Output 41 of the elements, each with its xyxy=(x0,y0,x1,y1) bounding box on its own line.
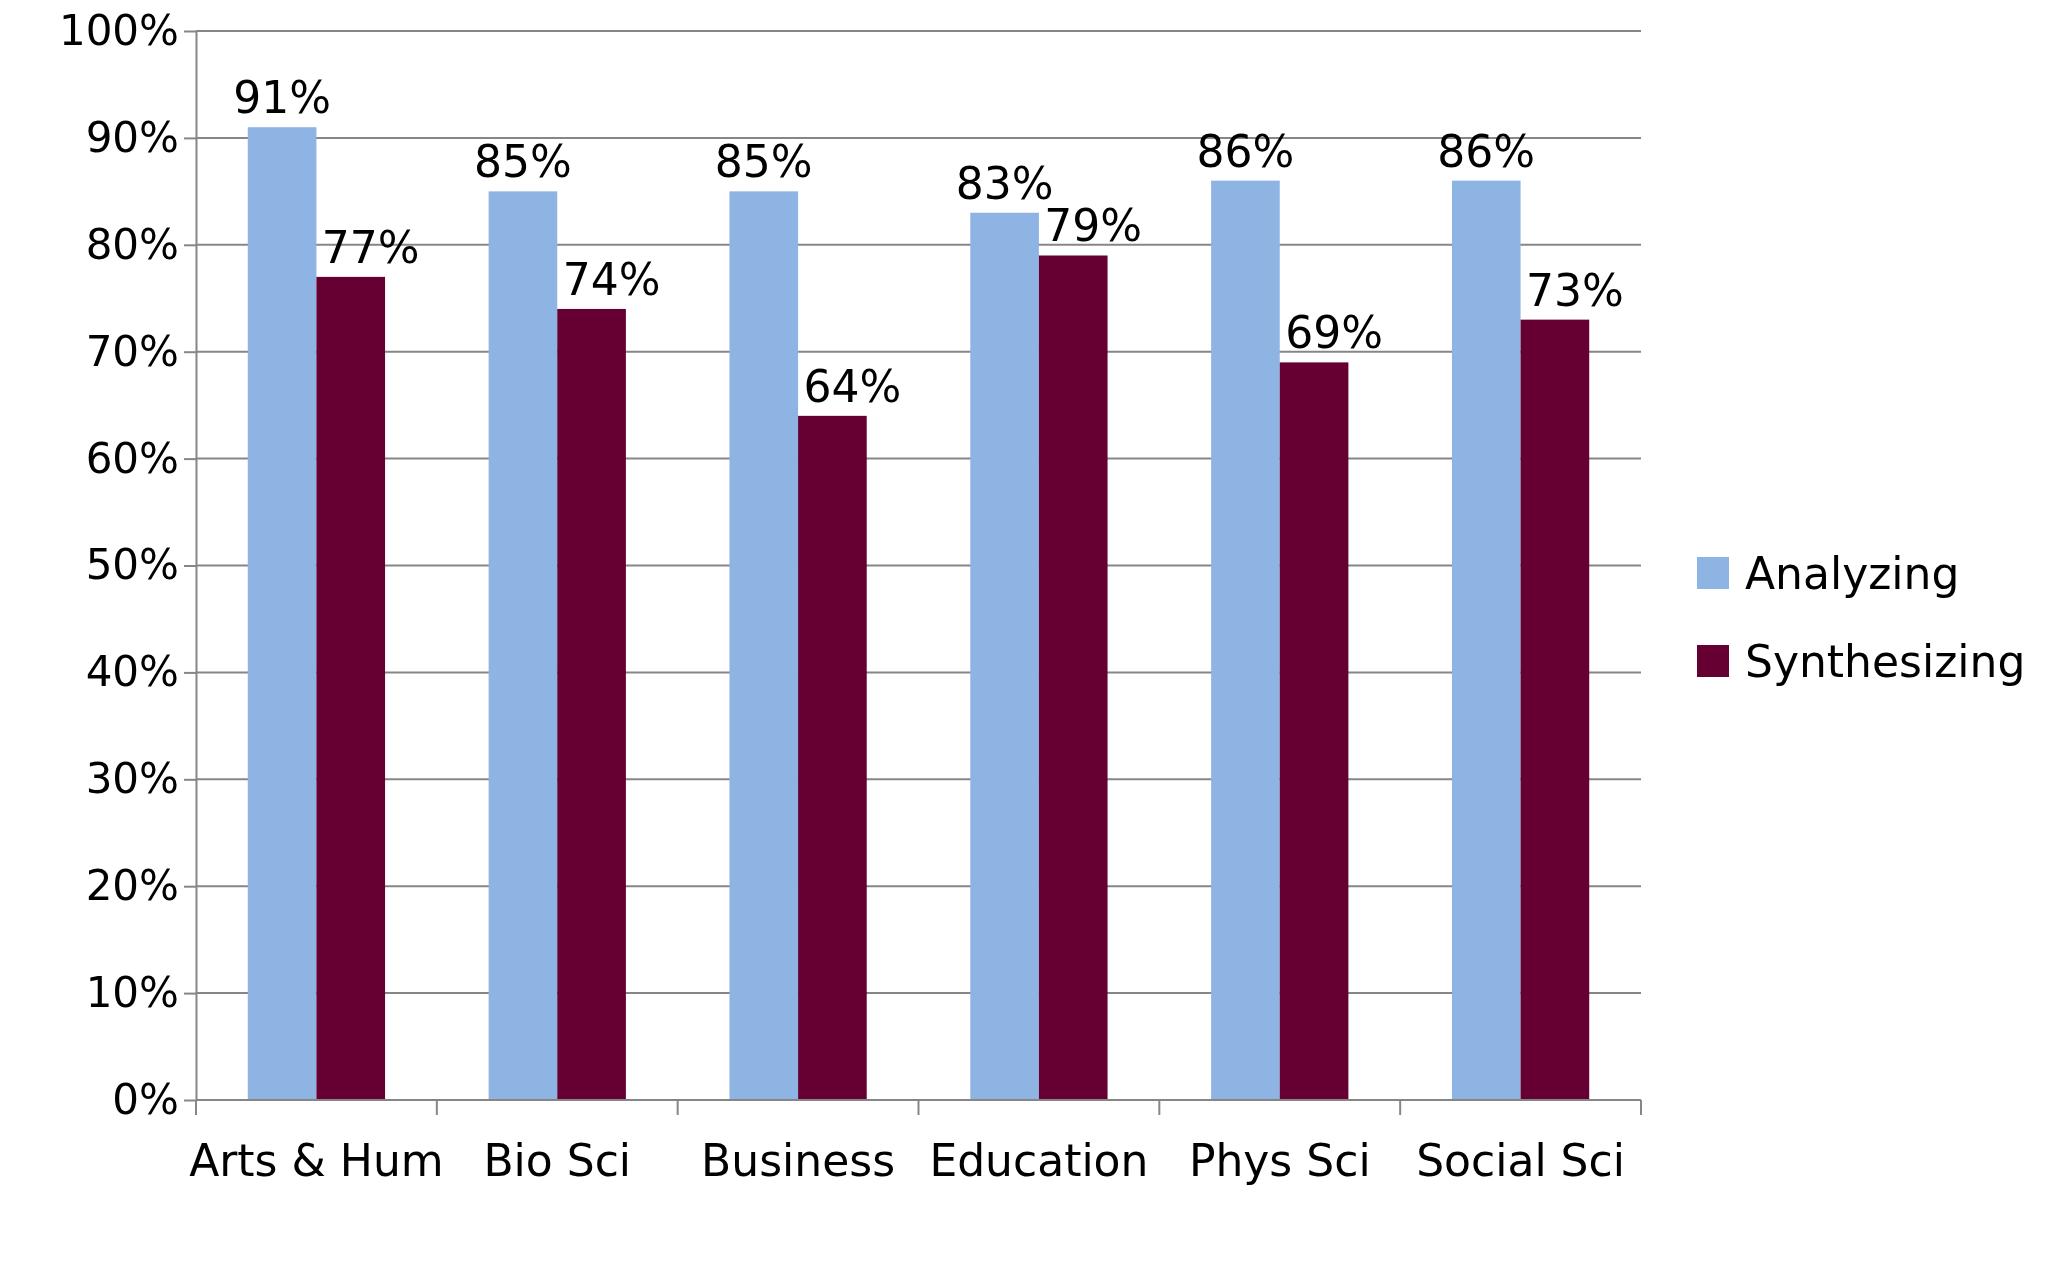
y-tick-label: 90% xyxy=(85,112,179,162)
x-tick-label: Business xyxy=(701,1135,896,1186)
bar xyxy=(970,212,1039,1100)
x-tick-label: Phys Sci xyxy=(1188,1135,1371,1186)
x-tick-label: Arts & Hum xyxy=(189,1135,444,1186)
bar xyxy=(247,127,317,1100)
y-tick-label: 80% xyxy=(85,219,179,269)
legend-label: Analyzing xyxy=(1745,548,1960,599)
bar xyxy=(1211,180,1280,1100)
data-label: 69% xyxy=(1285,307,1383,359)
data-label: 74% xyxy=(562,253,661,305)
y-tick-label: 50% xyxy=(85,540,179,590)
x-tick-label: Education xyxy=(929,1135,1149,1186)
data-label: 64% xyxy=(803,360,902,412)
bar xyxy=(1520,319,1590,1100)
bar xyxy=(316,276,386,1100)
data-label: 85% xyxy=(474,136,572,188)
bar xyxy=(488,191,558,1100)
y-tick-label: 100% xyxy=(58,5,179,55)
data-label: 73% xyxy=(1526,264,1624,316)
bar xyxy=(798,415,867,1100)
data-label: 85% xyxy=(714,136,813,188)
data-label: 91% xyxy=(233,72,331,124)
bar xyxy=(557,308,626,1100)
y-tick-label: 70% xyxy=(85,326,179,376)
y-tick-label: 20% xyxy=(85,861,179,911)
data-label: 86% xyxy=(1196,125,1295,177)
y-tick-label: 10% xyxy=(85,968,179,1018)
y-tick-label: 40% xyxy=(85,647,179,697)
data-label: 86% xyxy=(1437,125,1536,177)
x-tick-label: Social Sci xyxy=(1416,1135,1625,1186)
legend-label: Synthesizing xyxy=(1745,636,2026,687)
y-tick-label: 30% xyxy=(85,754,179,804)
bar xyxy=(729,191,799,1100)
data-label: 77% xyxy=(321,221,420,273)
bar xyxy=(1279,362,1349,1100)
x-tick-label: Bio Sci xyxy=(483,1135,632,1186)
bar xyxy=(1038,255,1108,1100)
bar xyxy=(1451,180,1521,1100)
y-tick-label: 60% xyxy=(85,433,179,483)
y-tick-label: 0% xyxy=(112,1074,179,1124)
